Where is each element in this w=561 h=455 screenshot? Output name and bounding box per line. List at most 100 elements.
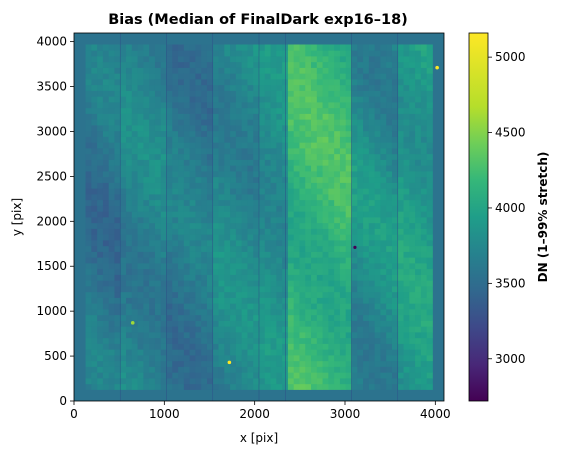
image-cell [287,263,295,270]
image-cell [102,222,110,229]
image-cell [368,240,376,247]
image-cell [178,251,185,258]
image-cell [259,234,266,241]
image-cell [143,119,150,126]
image-cell [415,372,422,379]
image-cell [374,251,381,258]
image-cell [178,148,185,155]
image-cell [149,205,156,212]
image-cell [178,84,185,91]
image-cell [206,142,214,149]
image-cell [363,245,370,252]
image-cell [91,79,98,86]
image-cell [224,159,231,166]
y-tick-label: 0 [59,394,67,408]
image-cell [380,234,387,241]
image-cell [415,217,422,224]
image-cell [91,320,98,327]
image-cell [299,171,306,178]
image-cell [143,366,150,373]
image-cell [183,102,191,109]
image-cell [397,257,404,264]
image-cell [149,251,156,258]
image-cell [334,378,341,385]
image-cell [149,50,156,57]
image-cell [114,372,121,379]
image-cell [160,320,167,327]
image-cell [299,263,306,270]
image-cell [247,314,254,321]
image-cell [287,176,295,183]
image-cell [397,102,404,109]
image-cell [235,205,243,212]
image-cell [380,90,387,97]
image-cell [391,337,399,344]
image-cell [386,211,393,218]
image-cell [253,50,260,57]
image-cell [137,107,144,114]
image-cell [230,107,237,114]
image-cell [339,303,347,310]
image-cell [380,165,387,172]
image-cell [195,148,202,155]
image-cell [212,125,219,132]
image-cell [143,194,150,201]
image-cell [334,251,341,258]
image-cell [154,303,162,310]
image-cell [172,125,179,132]
image-cell [316,119,323,126]
image-cell [218,67,225,74]
image-cell [91,102,98,109]
image-cell [195,251,202,258]
image-cell [97,217,104,224]
image-cell [363,136,370,143]
image-cell [172,205,179,212]
image-cell [426,337,433,344]
image-cell [264,113,271,120]
image-cell [91,251,98,258]
image-cell [259,165,266,172]
image-cell [143,343,150,350]
image-cell [102,56,110,63]
image-cell [131,125,138,132]
image-cell [374,199,381,206]
image-cell [351,73,358,80]
image-cell [403,291,410,298]
image-cell [241,286,248,293]
image-cell [374,107,381,114]
image-cell [368,291,376,298]
image-cell [426,309,433,316]
image-cell [311,240,318,247]
image-cell [102,199,110,206]
image-cell [305,56,312,63]
image-cell [120,303,127,310]
image-cell [166,257,173,264]
image-cell [270,291,277,298]
image-cell [311,378,318,385]
image-cell [322,320,329,327]
image-cell [287,286,295,293]
image-cell [276,130,283,137]
image-cell [386,61,393,68]
image-cell [397,245,404,252]
image-cell [322,119,329,126]
image-cell [126,320,133,327]
image-cell [420,366,428,373]
image-cell [235,79,243,86]
image-cell [397,90,404,97]
image-cell [108,67,115,74]
image-cell [316,383,323,390]
image-cell [339,286,347,293]
image-cell [195,378,202,385]
image-cell [206,188,214,195]
image-cell [235,148,243,155]
image-cell [311,314,318,321]
image-cell [322,56,329,63]
image-cell [420,136,428,143]
image-cell [415,142,422,149]
image-cell [293,73,300,80]
image-cell [403,136,410,143]
image-cell [172,280,179,287]
image-cell [374,234,381,241]
image-cell [426,130,433,137]
